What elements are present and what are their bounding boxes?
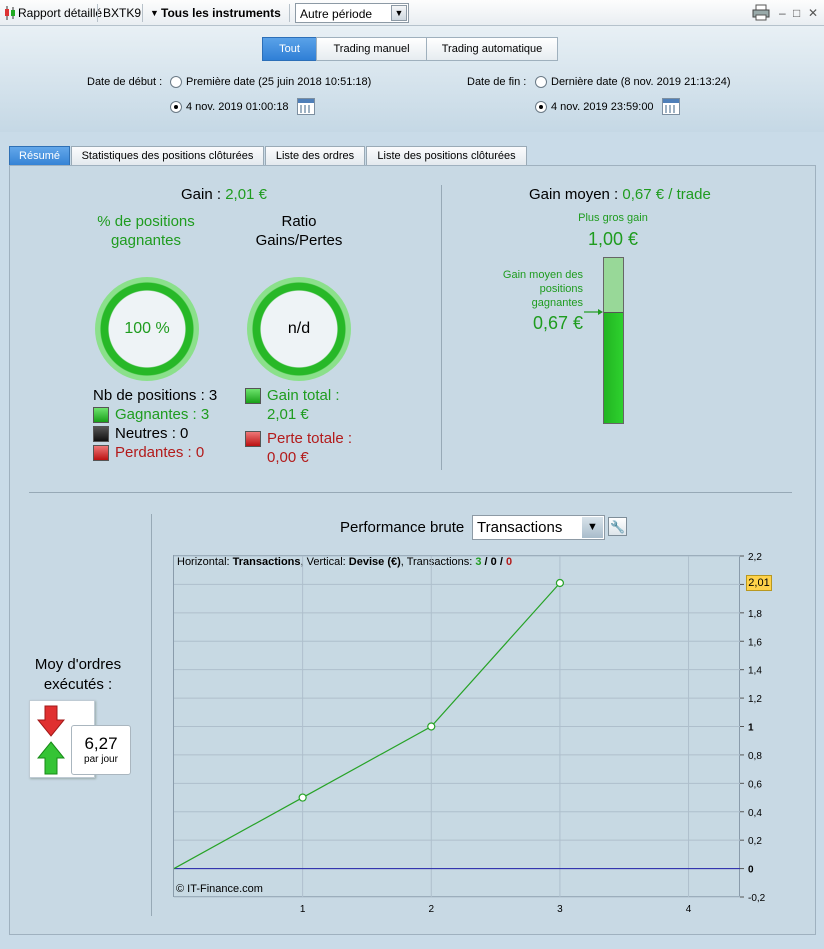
perte-totale-value: 0,00 € bbox=[267, 449, 309, 466]
copyright: © IT-Finance.com bbox=[176, 883, 263, 895]
pct-winning-label: % de positions gagnantes bbox=[97, 213, 195, 249]
period-value: Autre période bbox=[300, 7, 373, 21]
filter-area: Tout Trading manuel Trading automatique … bbox=[0, 26, 824, 132]
avg-gain-label: Gain moyen : bbox=[529, 186, 619, 203]
horizontal-divider bbox=[29, 492, 792, 493]
close-icon[interactable]: ✕ bbox=[808, 6, 819, 20]
neutral-legend-icon bbox=[93, 426, 109, 442]
chevron-down-icon[interactable]: ▼ bbox=[150, 8, 159, 18]
orders-value: 6,27 bbox=[84, 734, 118, 753]
gain-total-icon bbox=[245, 388, 261, 404]
maximize-icon[interactable]: □ bbox=[793, 6, 801, 20]
account-label[interactable]: BXTK9 bbox=[103, 6, 142, 20]
ratio-label: Ratio Gains/Pertes bbox=[255, 213, 343, 249]
orders-value-box: 6,27 par jour bbox=[71, 725, 131, 775]
info-t-sep: / bbox=[496, 556, 506, 568]
performance-select[interactable]: Transactions ▼ bbox=[472, 515, 605, 540]
gain-value: 2,01 € bbox=[225, 186, 267, 203]
nb-positions: Nb de positions : 3 bbox=[93, 387, 218, 404]
gain-total-value: 2,01 € bbox=[267, 406, 309, 423]
info-t-prefix: , Transactions: bbox=[400, 556, 476, 568]
info-t-sep: / bbox=[481, 556, 491, 568]
divider bbox=[289, 4, 290, 22]
tab-resume[interactable]: Résumé bbox=[9, 146, 70, 165]
perte-totale-icon bbox=[245, 431, 261, 447]
pct-winning-gauge: 100 % bbox=[95, 277, 199, 381]
period-select[interactable]: Autre période ▼ bbox=[295, 3, 409, 23]
avg-win-label: Gain moyen des positions gagnantes bbox=[502, 269, 583, 309]
wrench-icon[interactable]: 🔧 bbox=[608, 517, 627, 536]
minimize-icon[interactable]: – bbox=[779, 6, 786, 20]
orders-unit: par jour bbox=[84, 754, 118, 765]
info-h: Transactions bbox=[232, 556, 301, 568]
tab-liste-positions[interactable]: Liste des positions clôturées bbox=[366, 146, 527, 165]
info-t-losing: 0 bbox=[505, 556, 513, 568]
performance-title: Performance brute bbox=[340, 519, 465, 536]
gain-total-label: Gain total : bbox=[267, 387, 340, 404]
divider bbox=[142, 4, 143, 22]
chart-info: Horizontal: Transactions, Vertical: Devi… bbox=[177, 556, 512, 568]
ratio-value: n/d bbox=[287, 320, 311, 337]
segment-trading-automatique[interactable]: Trading automatique bbox=[426, 37, 558, 61]
segment-tout[interactable]: Tout bbox=[262, 37, 317, 61]
avg-win-value: 0,67 € bbox=[532, 313, 583, 333]
calendar-icon[interactable] bbox=[662, 98, 680, 115]
pct-winning-value: 100 % bbox=[124, 320, 170, 337]
start-date-label: Date de début : bbox=[87, 76, 163, 88]
info-v-prefix: , Vertical: bbox=[300, 556, 349, 568]
orders-card bbox=[29, 700, 95, 778]
avg-gain-bar bbox=[603, 257, 624, 424]
last-value-badge: 2,01 bbox=[746, 574, 772, 591]
perte-totale-label: Perte totale : bbox=[267, 430, 353, 447]
tab-statistiques[interactable]: Statistiques des positions clôturées bbox=[71, 146, 264, 165]
chevron-down-icon[interactable]: ▼ bbox=[391, 5, 407, 21]
end-date-label: Date de fin : bbox=[467, 76, 527, 88]
losing-legend-icon bbox=[93, 445, 109, 461]
start-first-option[interactable]: Première date (25 juin 2018 10:51:18) bbox=[186, 76, 372, 88]
end-last-option[interactable]: Dernière date (8 nov. 2019 21:13:24) bbox=[551, 76, 731, 88]
perdantes-count: Perdantes : 0 bbox=[115, 444, 205, 461]
section-divider bbox=[151, 514, 152, 916]
print-icon[interactable] bbox=[752, 4, 770, 21]
section-divider bbox=[441, 185, 442, 470]
start-custom-date[interactable]: 4 nov. 2019 01:00:18 bbox=[186, 101, 289, 113]
chart-area: Horizontal: Transactions, Vertical: Devi… bbox=[173, 555, 740, 897]
report-title: Rapport détaillé bbox=[18, 6, 103, 20]
chevron-down-icon[interactable]: ▼ bbox=[582, 517, 603, 538]
gagnantes-count: Gagnantes : 3 bbox=[115, 406, 210, 423]
orders-arrows-icon bbox=[37, 705, 65, 775]
orders-label: Moy d'ordres exécutés : bbox=[34, 656, 122, 693]
info-t-winning: 3 bbox=[475, 556, 482, 568]
radio-start-custom[interactable] bbox=[170, 101, 182, 113]
tab-liste-ordres[interactable]: Liste des ordres bbox=[265, 146, 365, 165]
ratio-gauge: n/d bbox=[247, 277, 351, 381]
info-v: Devise (€) bbox=[348, 556, 401, 568]
gain-label: Gain : bbox=[181, 186, 222, 203]
avg-gain: Gain moyen : 0,67 € / trade bbox=[529, 186, 711, 203]
winning-legend-icon bbox=[93, 407, 109, 423]
candlestick-icon bbox=[5, 6, 15, 20]
toolbar: Rapport détaillé BXTK9 ▼ Tous les instru… bbox=[0, 0, 824, 26]
radio-end-custom[interactable] bbox=[535, 101, 547, 113]
pointer-arrow-icon bbox=[584, 309, 603, 315]
radio-start-first[interactable] bbox=[170, 76, 182, 88]
biggest-gain-value: 1,00 € bbox=[587, 229, 639, 249]
end-custom-date[interactable]: 4 nov. 2019 23:59:00 bbox=[551, 101, 654, 113]
segment-trading-manuel[interactable]: Trading manuel bbox=[316, 37, 427, 61]
avg-gain-bar-fill bbox=[604, 312, 623, 423]
instruments-selector[interactable]: Tous les instruments bbox=[161, 6, 281, 20]
radio-end-last[interactable] bbox=[535, 76, 547, 88]
calendar-icon[interactable] bbox=[297, 98, 315, 115]
performance-select-value: Transactions bbox=[477, 519, 563, 536]
avg-gain-value: 0,67 € / trade bbox=[622, 186, 711, 203]
biggest-gain-label: Plus gros gain bbox=[578, 212, 648, 224]
info-t-neutral: 0 bbox=[490, 556, 497, 568]
divider bbox=[97, 4, 98, 22]
gain-summary: Gain : 2,01 € bbox=[181, 186, 267, 203]
info-h-prefix: Horizontal: bbox=[177, 556, 233, 568]
neutres-count: Neutres : 0 bbox=[115, 425, 189, 442]
